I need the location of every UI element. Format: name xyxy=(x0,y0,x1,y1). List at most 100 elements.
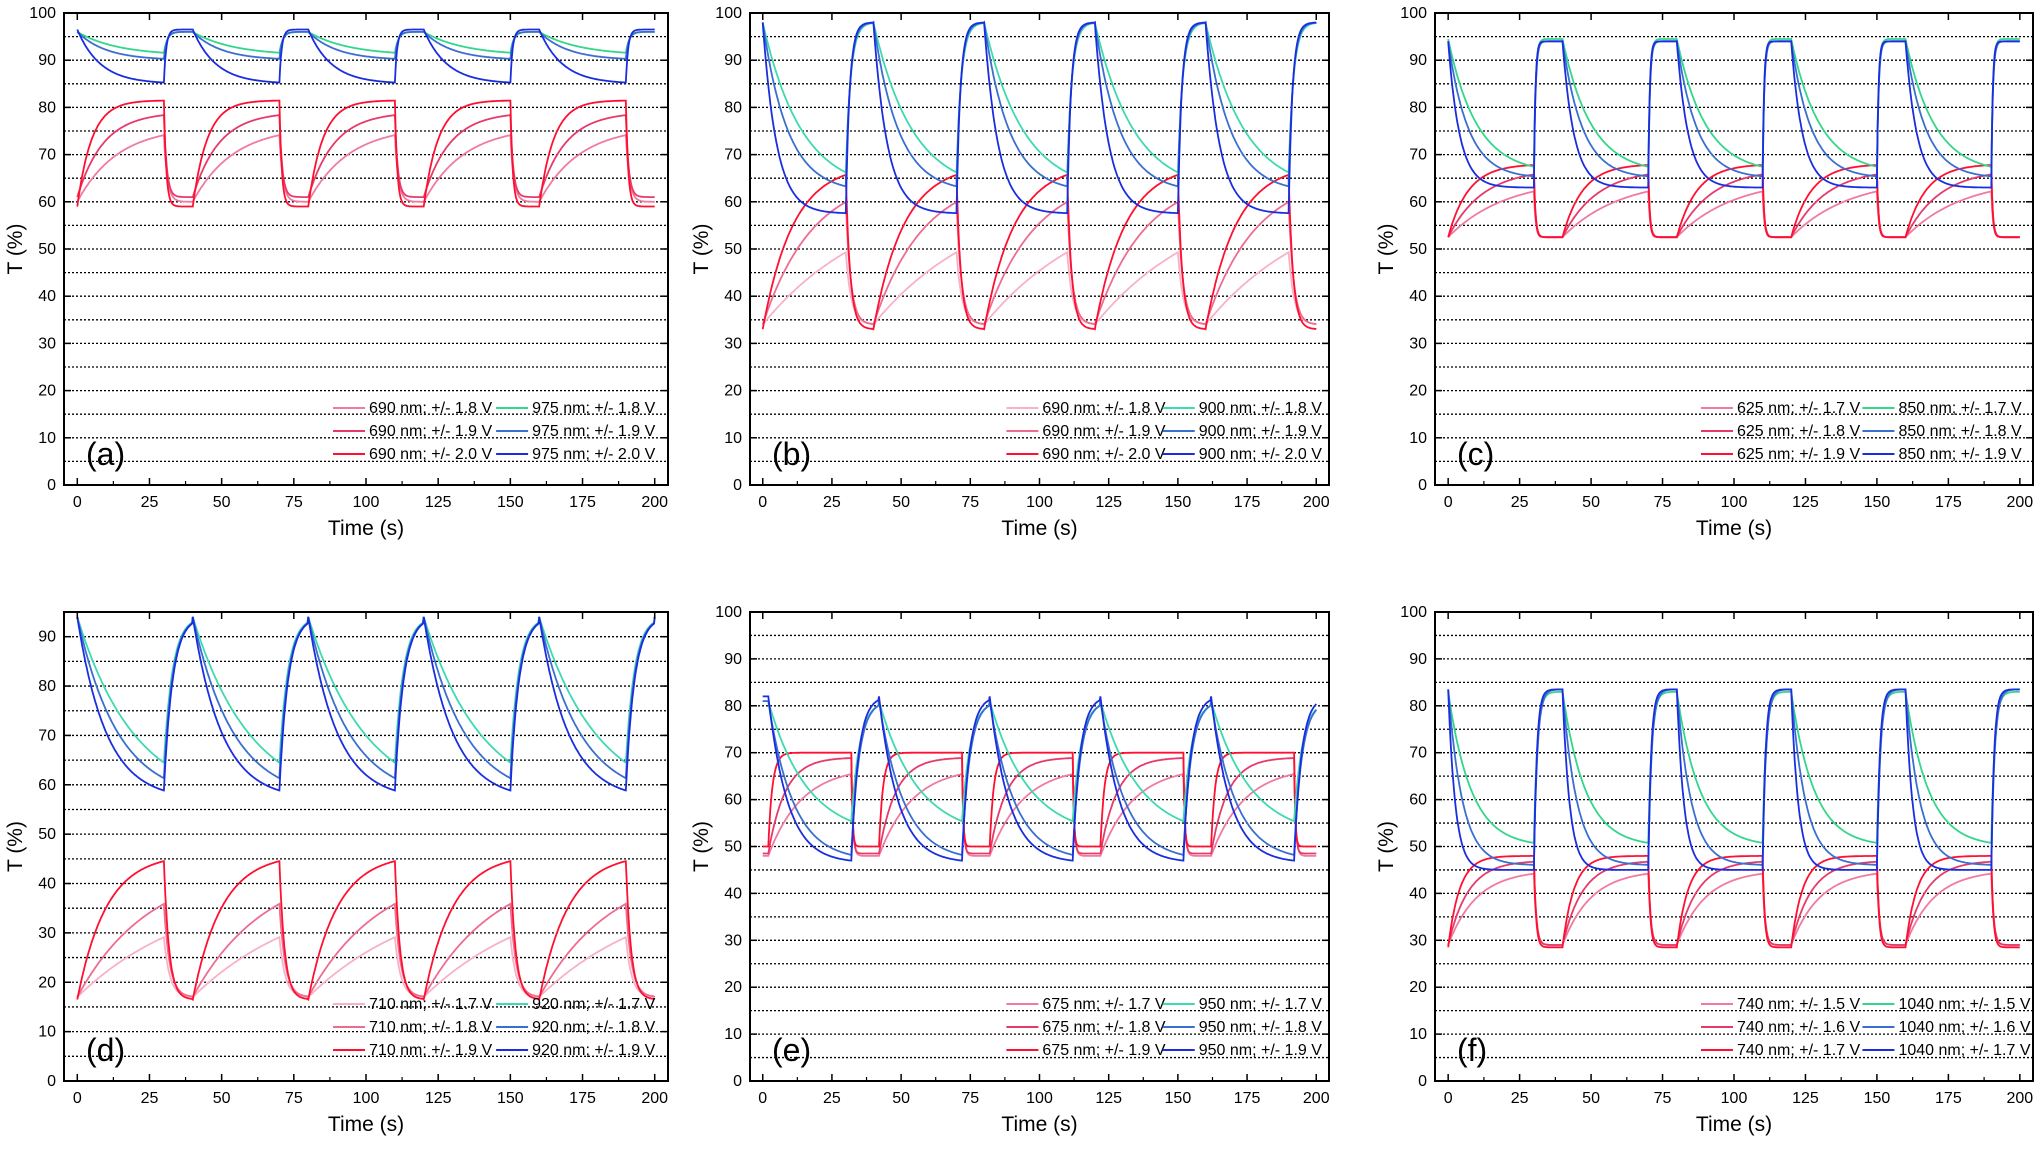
x-tick-label: 0 xyxy=(758,1090,767,1107)
x-tick-label: 150 xyxy=(1864,1090,1891,1107)
x-tick-label: 75 xyxy=(961,494,979,511)
x-axis-label: Time (s) xyxy=(328,517,404,540)
legend-label: 690 nm; +/- 1.9 V xyxy=(1042,423,1166,440)
x-tick-label: 0 xyxy=(758,494,767,511)
y-tick-label: 50 xyxy=(1409,241,1427,258)
panel-label: (a) xyxy=(86,436,125,472)
legend-label: 690 nm; +/- 2.0 V xyxy=(369,446,493,463)
y-tick-label: 40 xyxy=(1409,885,1427,902)
series-line xyxy=(761,200,1317,327)
series-line xyxy=(761,173,1317,331)
x-tick-label: 25 xyxy=(1511,494,1529,511)
x-tick-label: 150 xyxy=(497,1090,524,1107)
legend-label: 740 nm; +/- 1.5 V xyxy=(1737,996,1861,1013)
x-tick-label: 0 xyxy=(1444,494,1453,511)
x-tick-label: 175 xyxy=(1935,494,1962,511)
y-tick-label: 100 xyxy=(715,604,742,621)
y-tick-label: 0 xyxy=(47,1073,56,1090)
legend-label: 950 nm; +/- 1.8 V xyxy=(1199,1019,1323,1036)
x-tick-label: 125 xyxy=(1792,1090,1819,1107)
y-tick-label: 100 xyxy=(715,5,742,22)
panel-label: (b) xyxy=(772,436,811,472)
y-tick-label: 80 xyxy=(1409,99,1427,116)
y-tick-label: 70 xyxy=(724,147,742,164)
series-line xyxy=(76,616,656,765)
x-tick-label: 125 xyxy=(425,1090,452,1107)
series-line xyxy=(761,20,1317,174)
legend-label: 850 nm; +/- 1.7 V xyxy=(1898,400,2022,417)
y-axis-label: T (%) xyxy=(1375,821,1398,872)
x-axis-label: Time (s) xyxy=(1696,1113,1772,1136)
panel-label: (f) xyxy=(1457,1032,1487,1068)
x-tick-label: 50 xyxy=(892,494,910,511)
x-tick-label: 25 xyxy=(1511,1090,1529,1107)
x-tick-label: 100 xyxy=(1721,494,1748,511)
series-line xyxy=(1447,688,2020,866)
legend-label: 740 nm; +/- 1.6 V xyxy=(1737,1019,1861,1036)
y-tick-label: 60 xyxy=(38,194,56,211)
chart-panel-0: 0 25 50 75 100 125 150 175 200 0 10 20 30 40 50 60 70 80 9… xyxy=(4,5,669,540)
series-line xyxy=(762,773,1317,857)
y-tick-label: 70 xyxy=(1409,147,1427,164)
y-tick-label: 90 xyxy=(1409,651,1427,668)
y-tick-label: 50 xyxy=(38,826,56,843)
legend-label: 850 nm; +/- 1.9 V xyxy=(1898,446,2022,463)
x-tick-label: 125 xyxy=(1792,494,1819,511)
x-tick-label: 200 xyxy=(2006,1090,2033,1107)
x-tick-label: 200 xyxy=(1303,494,1330,511)
legend-label: 950 nm; +/- 1.7 V xyxy=(1199,996,1323,1013)
series-line xyxy=(1447,688,2020,871)
y-tick-label: 0 xyxy=(733,477,742,494)
y-axis-label: T (%) xyxy=(690,224,713,275)
y-tick-label: 30 xyxy=(1409,932,1427,949)
x-tick-label: 125 xyxy=(1095,494,1122,511)
legend-label: 975 nm; +/- 2.0 V xyxy=(532,446,656,463)
y-tick-label: 60 xyxy=(724,792,742,809)
y-tick-label: 100 xyxy=(1400,5,1427,22)
y-tick-label: 0 xyxy=(733,1073,742,1090)
y-tick-label: 0 xyxy=(47,477,56,494)
y-tick-label: 60 xyxy=(1409,194,1427,211)
x-tick-label: 175 xyxy=(569,494,596,511)
legend-label: 1040 nm; +/- 1.7 V xyxy=(1898,1042,2030,1059)
series-line xyxy=(1447,38,2020,168)
y-tick-label: 70 xyxy=(38,727,56,744)
series-line xyxy=(1447,40,2020,189)
y-tick-label: 80 xyxy=(724,698,742,715)
y-tick-label: 30 xyxy=(38,925,56,942)
legend-label: 740 nm; +/- 1.7 V xyxy=(1737,1042,1861,1059)
y-tick-label: 20 xyxy=(1409,979,1427,996)
x-tick-label: 175 xyxy=(1935,1090,1962,1107)
y-tick-label: 80 xyxy=(1409,698,1427,715)
x-tick-label: 150 xyxy=(1165,494,1192,511)
x-tick-label: 25 xyxy=(823,494,841,511)
legend-label: 710 nm; +/- 1.9 V xyxy=(369,1042,493,1059)
legend-label: 625 nm; +/- 1.8 V xyxy=(1737,423,1861,440)
series-line xyxy=(76,902,656,999)
x-tick-label: 50 xyxy=(213,494,231,511)
x-tick-label: 175 xyxy=(1234,1090,1261,1107)
chart-panel-5: 0 25 50 75 100 125 150 175 200 0 10 20 30 40 50 60 70 80 9… xyxy=(1375,604,2034,1136)
legend-label: 900 nm; +/- 1.9 V xyxy=(1199,423,1323,440)
y-tick-label: 50 xyxy=(724,241,742,258)
x-tick-label: 100 xyxy=(353,1090,380,1107)
x-tick-label: 0 xyxy=(1444,1090,1453,1107)
y-tick-label: 80 xyxy=(724,99,742,116)
x-tick-label: 25 xyxy=(141,494,159,511)
x-tick-label: 50 xyxy=(213,1090,231,1107)
chart-panel-4: 0 25 50 75 100 125 150 175 200 0 10 20 30 40 50 60 70 80 9… xyxy=(690,604,1330,1136)
series-line xyxy=(762,695,1317,862)
chart-panel-1: 0 25 50 75 100 125 150 175 200 0 10 20 30 40 50 60 70 80 9… xyxy=(690,5,1330,540)
series-line xyxy=(1447,860,2020,946)
y-axis-label: T (%) xyxy=(1375,224,1398,275)
y-tick-label: 30 xyxy=(1409,335,1427,352)
series-line xyxy=(1447,163,2020,239)
y-axis-label: T (%) xyxy=(690,821,713,872)
y-tick-label: 70 xyxy=(38,147,56,164)
legend-label: 900 nm; +/- 1.8 V xyxy=(1199,400,1323,417)
y-tick-label: 70 xyxy=(724,745,742,762)
y-tick-label: 10 xyxy=(1409,1026,1427,1043)
x-tick-label: 150 xyxy=(1864,494,1891,511)
x-tick-label: 0 xyxy=(73,1090,82,1107)
